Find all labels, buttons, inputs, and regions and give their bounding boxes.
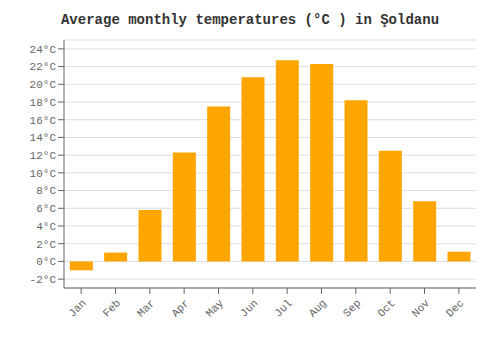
svg-text:-2°C: -2°C <box>30 274 57 286</box>
svg-text:20°C: 20°C <box>30 79 57 91</box>
svg-text:16°C: 16°C <box>30 115 57 127</box>
svg-text:18°C: 18°C <box>30 97 57 109</box>
svg-text:Feb: Feb <box>101 297 123 319</box>
svg-text:Aug: Aug <box>307 297 329 319</box>
svg-text:Jun: Jun <box>238 297 260 319</box>
svg-text:22°C: 22°C <box>30 61 57 73</box>
svg-text:2°C: 2°C <box>36 239 56 251</box>
svg-text:Sep: Sep <box>341 297 363 319</box>
svg-text:0°C: 0°C <box>36 256 56 268</box>
svg-text:May: May <box>204 297 227 320</box>
svg-text:Jul: Jul <box>272 297 294 319</box>
svg-text:Mar: Mar <box>135 297 157 319</box>
svg-text:Jan: Jan <box>66 297 88 319</box>
svg-text:8°C: 8°C <box>36 185 56 197</box>
svg-text:10°C: 10°C <box>30 168 57 180</box>
svg-text:4°C: 4°C <box>36 221 56 233</box>
svg-text:24°C: 24°C <box>30 44 57 56</box>
svg-text:12°C: 12°C <box>30 150 57 162</box>
svg-text:Nov: Nov <box>410 297 433 320</box>
svg-text:6°C: 6°C <box>36 203 56 215</box>
svg-text:14°C: 14°C <box>30 132 57 144</box>
svg-text:Oct: Oct <box>375 297 397 319</box>
html-text:Average monthly temperatures (: Average monthly temperatures (°C ) in Şo… <box>61 12 439 28</box>
svg-text:Apr: Apr <box>169 297 191 319</box>
svg-text:Dec: Dec <box>444 297 466 319</box>
